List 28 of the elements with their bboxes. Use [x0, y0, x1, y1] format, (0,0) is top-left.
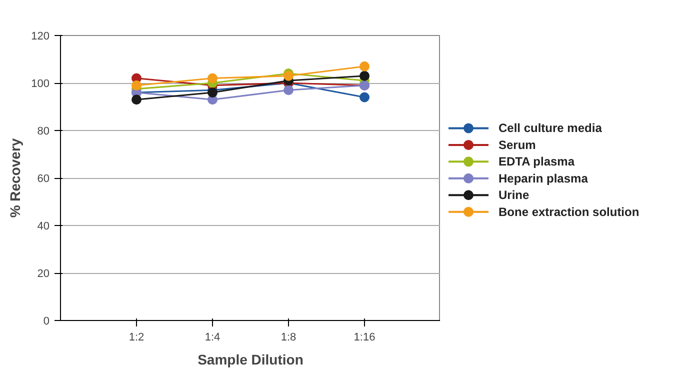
legend-label: Heparin plasma [498, 171, 588, 186]
legend-label: Serum [498, 138, 536, 152]
y-tick-label: 80 [37, 126, 50, 138]
legend-label: Bone extraction solution [498, 204, 640, 219]
point [132, 94, 142, 105]
y-tick-label: 20 [37, 268, 50, 280]
point [208, 73, 218, 84]
point [360, 61, 370, 72]
y-tick-label: 120 [31, 30, 50, 42]
legend-label: Cell culture media [498, 121, 602, 136]
point [132, 80, 142, 90]
x-tick-label: 1:4 [204, 332, 220, 344]
x-axis-title: Sample Dilution [198, 352, 304, 368]
point [360, 92, 370, 102]
legend-label: EDTA plasma [498, 154, 575, 169]
y-tick-label: 0 [43, 316, 50, 328]
y-tick-label: 60 [37, 173, 50, 185]
point [360, 70, 370, 81]
x-tick-label: 1:8 [280, 332, 296, 344]
legend-label: Urine [498, 188, 530, 202]
y-tick-label: 40 [37, 220, 50, 232]
point [284, 70, 294, 81]
point [284, 85, 294, 96]
y-tick-label: 100 [31, 78, 50, 90]
x-tick-label: 1:16 [354, 332, 376, 344]
x-tick-label: 1:2 [128, 332, 144, 344]
y-axis-title: % Recovery [7, 138, 24, 218]
point [208, 88, 218, 98]
